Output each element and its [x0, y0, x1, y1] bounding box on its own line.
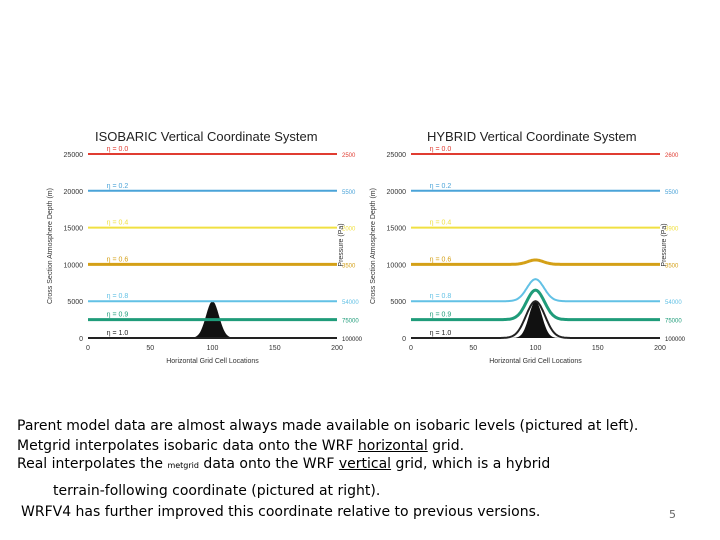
- caption-line-3-c: grid, which is a hybrid: [391, 456, 551, 472]
- isobaric-level-label-6: η = 1.0: [107, 330, 129, 337]
- isobaric-level-label-2: η = 0.4: [107, 220, 129, 227]
- isobaric-xtick-label: 100: [207, 345, 219, 352]
- hybrid-level-label-6: η = 1.0: [430, 330, 452, 337]
- isobaric-pressure-label-4: 54000: [342, 300, 359, 306]
- hybrid-pressure-label-2: 3900: [665, 227, 679, 233]
- hybrid-ytick-label: 0: [402, 336, 406, 343]
- isobaric-level-label-3: η = 0.6: [107, 256, 129, 263]
- isobaric-xtick-label: 200: [331, 345, 343, 352]
- isobaric-chart-title: ISOBARIC Vertical Coordinate System: [95, 129, 318, 144]
- isobaric-pressure-label-3: 3500: [342, 263, 356, 269]
- hybrid-xtick-label: 150: [592, 345, 604, 352]
- isobaric-y-axis-label: Cross Section Atmosphere Depth (m): [47, 188, 54, 304]
- hybrid-xtick-label: 0: [409, 345, 413, 352]
- caption-line-2-pre: Metgrid interpolates isobaric data onto …: [17, 438, 358, 454]
- isobaric-pressure-label-1: 5500: [342, 190, 356, 196]
- hybrid-ytick-label: 5000: [390, 299, 406, 306]
- caption-line-3: Real interpolates the metgrid data onto …: [17, 456, 550, 472]
- isobaric-x-axis-label: Horizontal Grid Cell Locations: [166, 358, 259, 365]
- isobaric-ytick-label: 20000: [64, 189, 84, 196]
- isobaric-ytick-label: 10000: [64, 262, 84, 269]
- hybrid-pressure-label-3: 3500: [665, 263, 679, 269]
- isobaric-pressure-label-0: 2500: [342, 153, 356, 159]
- caption-line-3-b: data onto the WRF: [198, 456, 339, 472]
- caption-line-1-text: Parent model data are almost always made…: [17, 418, 639, 434]
- hybrid-pressure-label-6: 100000: [665, 337, 686, 343]
- hybrid-terrain: [411, 301, 660, 338]
- hybrid-ytick-label: 25000: [387, 152, 407, 159]
- caption-line-1: Parent model data are almost always made…: [17, 418, 638, 434]
- isobaric-level-label-1: η = 0.2: [107, 183, 129, 190]
- isobaric-ytick-label: 15000: [64, 226, 84, 233]
- hybrid-level-line-4: [411, 278, 660, 303]
- isobaric-ytick-label: 0: [79, 336, 83, 343]
- caption-horizontal-word: horizontal: [357, 438, 428, 454]
- hybrid-x-axis-label: Horizontal Grid Cell Locations: [489, 358, 582, 365]
- caption-line-2-post: grid.: [427, 438, 465, 454]
- slide-number: 5: [669, 508, 676, 521]
- coordinate-system-figure: ISOBARIC Vertical Coordinate System η = 0…: [47, 129, 686, 365]
- hybrid-pressure-label-4: 54000: [665, 300, 682, 306]
- hybrid-level-line-3: [411, 258, 660, 266]
- caption-vertical-word: vertical: [338, 456, 392, 472]
- isobaric-pressure-label-5: 75000: [342, 319, 359, 325]
- hybrid-level-line-5: [411, 288, 660, 322]
- hybrid-level-label-3: η = 0.6: [430, 256, 452, 263]
- hybrid-ytick-label: 10000: [387, 262, 407, 269]
- isobaric-level-label-0: η = 0.0: [107, 146, 129, 153]
- hybrid-xtick-label: 100: [530, 345, 542, 352]
- isobaric-xtick-label: 0: [86, 345, 90, 352]
- isobaric-ytick-label: 5000: [67, 299, 83, 306]
- caption-line-4: terrain-following coordinate (pictured a…: [53, 483, 380, 499]
- hybrid-ytick-label: 15000: [387, 226, 407, 233]
- hybrid-y-axis-label: Cross Section Atmosphere Depth (m): [370, 188, 377, 304]
- hybrid-xtick-label: 50: [469, 345, 477, 352]
- isobaric-y2-axis-label: Pressure (Pa): [338, 223, 345, 266]
- hybrid-ytick-label: 20000: [387, 189, 407, 196]
- isobaric-level-label-5: η = 0.9: [107, 312, 129, 319]
- caption-line-5: WRFV4 has further improved this coordina…: [21, 504, 540, 520]
- caption-line-3-a: Real interpolates the: [17, 456, 168, 472]
- caption-line-2: Metgrid interpolates isobaric data onto …: [17, 438, 464, 454]
- caption-line-4-text: terrain-following coordinate (pictured a…: [53, 483, 381, 499]
- hybrid-level-line-6: [411, 300, 660, 339]
- isobaric-xtick-label: 50: [146, 345, 154, 352]
- caption-line-5-text: WRFV4 has further improved this coordina…: [21, 504, 541, 520]
- hybrid-y2-axis-label: Pressure (Pa): [661, 223, 668, 266]
- isobaric-pressure-label-2: 2000: [342, 227, 356, 233]
- isobaric-level-label-4: η = 0.8: [107, 293, 129, 300]
- hybrid-pressure-label-0: 2600: [665, 153, 679, 159]
- hybrid-pressure-label-5: 75000: [665, 319, 682, 325]
- hybrid-level-label-5: η = 0.9: [430, 312, 452, 319]
- hybrid-pressure-label-1: 5500: [665, 190, 679, 196]
- hybrid-xtick-label: 200: [654, 345, 666, 352]
- hybrid-level-label-1: η = 0.2: [430, 183, 452, 190]
- isobaric-ytick-label: 25000: [64, 152, 84, 159]
- isobaric-pressure-label-6: 100000: [342, 337, 363, 343]
- hybrid-level-label-4: η = 0.8: [430, 293, 452, 300]
- hybrid-level-label-2: η = 0.4: [430, 220, 452, 227]
- hybrid-level-label-0: η = 0.0: [430, 146, 452, 153]
- hybrid-chart-title: HYBRID Vertical Coordinate System: [427, 129, 637, 144]
- caption-metgrid-small: metgrid: [167, 461, 199, 470]
- isobaric-xtick-label: 150: [269, 345, 281, 352]
